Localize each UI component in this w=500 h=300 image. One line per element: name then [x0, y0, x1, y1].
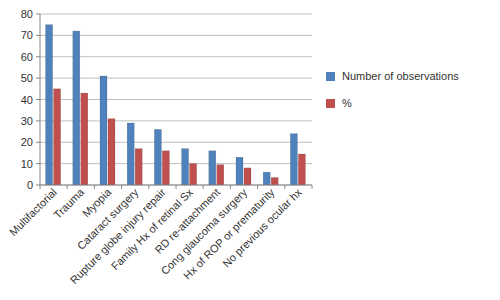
chart: 01020304050607080MultifactorialTraumaMyo… — [0, 0, 500, 300]
bar — [263, 172, 270, 185]
tick-label: 60 — [21, 51, 33, 63]
x-tick — [203, 185, 204, 189]
grid-line — [40, 56, 312, 57]
tick-label: 80 — [21, 8, 33, 20]
grid-line — [40, 78, 312, 79]
tick-label: 50 — [21, 72, 33, 84]
category-label: No previous ocular hx — [220, 186, 304, 270]
bar — [271, 178, 278, 185]
legend-swatch — [326, 99, 335, 108]
x-tick — [312, 185, 313, 189]
bar — [182, 149, 189, 185]
bar — [81, 93, 88, 185]
bar — [244, 168, 251, 185]
legend-label: Number of observations — [342, 70, 459, 82]
y-axis — [40, 14, 41, 185]
tick-mark — [36, 78, 40, 79]
x-tick — [176, 185, 177, 189]
category-label: Trauma — [51, 185, 87, 221]
tick-label: 20 — [21, 136, 33, 148]
tick-mark — [36, 120, 40, 121]
bar — [190, 164, 197, 185]
bar — [108, 119, 115, 185]
bar — [100, 76, 107, 185]
tick-mark — [36, 56, 40, 57]
grid-line — [40, 14, 312, 15]
bar — [298, 154, 305, 185]
tick-label: 30 — [21, 115, 33, 127]
x-tick — [284, 185, 285, 189]
x-tick — [121, 185, 122, 189]
bar — [73, 31, 80, 185]
bar — [209, 151, 216, 185]
tick-mark — [36, 163, 40, 164]
tick-mark — [36, 99, 40, 100]
x-tick — [230, 185, 231, 189]
tick-mark — [36, 185, 40, 186]
tick-label: 0 — [27, 179, 33, 191]
bar — [135, 149, 142, 185]
bar — [162, 151, 169, 185]
tick-label: 40 — [21, 94, 33, 106]
bar — [154, 129, 161, 185]
bar — [290, 134, 297, 185]
grid-line — [40, 35, 312, 36]
bar — [54, 89, 61, 185]
bar — [217, 165, 224, 185]
x-tick — [67, 185, 68, 189]
x-tick — [40, 185, 41, 189]
x-tick — [257, 185, 258, 189]
x-tick — [148, 185, 149, 189]
legend-swatch — [326, 72, 335, 81]
legend-label: % — [342, 97, 352, 109]
tick-mark — [36, 35, 40, 36]
x-tick — [94, 185, 95, 189]
tick-label: 70 — [21, 29, 33, 41]
bar — [46, 25, 53, 185]
tick-mark — [36, 142, 40, 143]
tick-mark — [36, 14, 40, 15]
bar — [127, 123, 134, 185]
bars — [46, 25, 306, 185]
bar — [236, 157, 243, 185]
tick-label: 10 — [21, 158, 33, 170]
